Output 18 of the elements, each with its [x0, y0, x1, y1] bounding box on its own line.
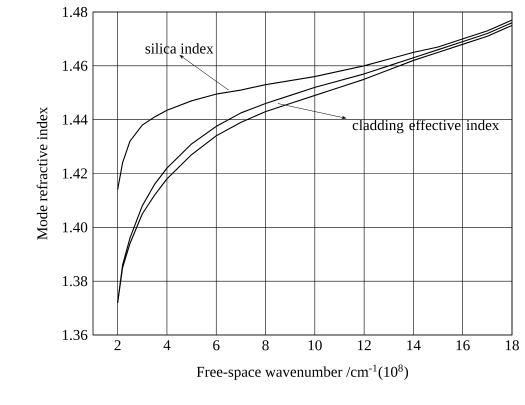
x-tick-label: 14 [407, 340, 421, 350]
x-tick-label: 2 [114, 340, 121, 350]
x-tick-label: 16 [456, 340, 470, 350]
x-tick-label: 4 [163, 340, 170, 350]
x-axis-title: Free-space wavenumber /cm$^{-1}$(10$^{8}$) [196, 364, 408, 380]
y-tick-label: 1.38 [62, 276, 88, 286]
x-tick-label: 6 [213, 340, 220, 350]
y-tick-label: 1.48 [62, 6, 88, 18]
y-tick-label: 1.40 [62, 222, 88, 232]
y-tick-label: 1.46 [62, 60, 88, 71]
y-tick-label: 1.42 [62, 168, 87, 179]
y-tick-label: 1.36 [62, 330, 88, 340]
x-tick-label: 10 [308, 340, 322, 350]
y-tick-label: 1.44 [62, 114, 88, 125]
y-axis-title: Mode refractive index [36, 107, 48, 240]
x-tick-label: 18 [506, 340, 519, 350]
x-tick-label: 8 [262, 340, 269, 350]
x-tick-label: 12 [358, 340, 371, 350]
